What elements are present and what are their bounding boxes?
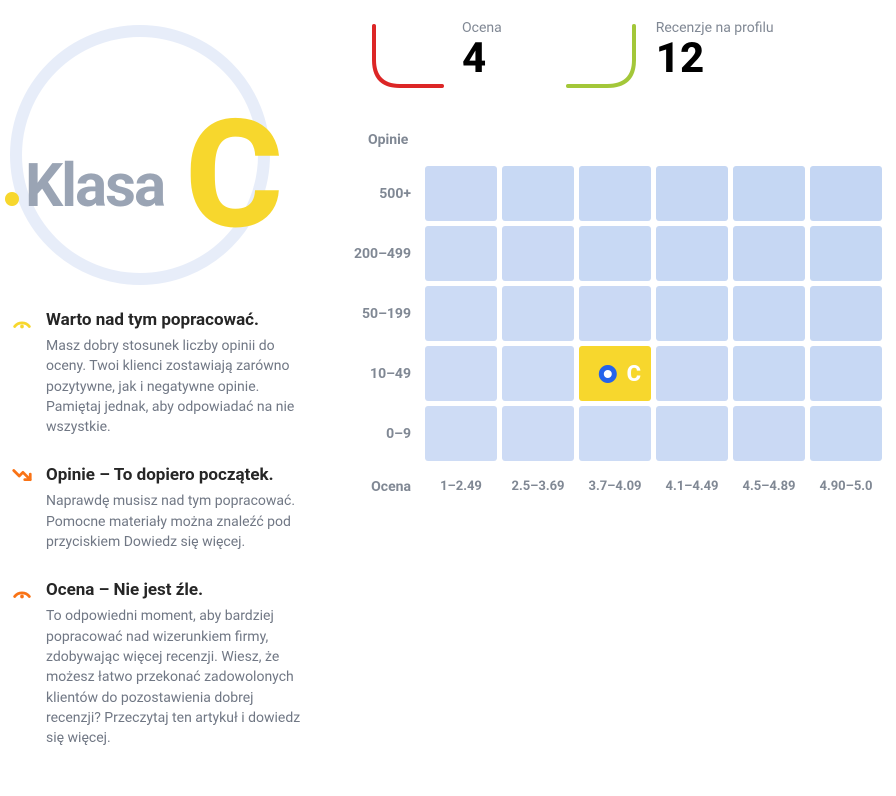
heatmap-cell	[502, 166, 574, 221]
x-label: 2.5–3.69	[502, 479, 574, 495]
x-label: 4.5–4.89	[733, 479, 805, 495]
right-column: Ocena 4 Recenzje na profilu 12 Opinie 50…	[340, 20, 892, 776]
y-labels: 500+200–49950–19910–490–9	[340, 166, 425, 461]
note-body: To odpowiedni moment, aby bardziej popra…	[46, 606, 306, 748]
gauge-icon	[11, 310, 33, 332]
y-axis-title: Opinie	[340, 132, 882, 148]
note-body: Naprawdę musisz nad tym popracować. Pomo…	[46, 491, 306, 552]
heatmap-cell	[733, 346, 805, 401]
x-label: 4.90–5.0	[810, 479, 882, 495]
heatmap-cell	[733, 286, 805, 341]
note-title: Opinie – To dopiero początek.	[46, 465, 320, 485]
heatmap-cell	[425, 286, 497, 341]
klasa-badge: Klasa C	[0, 20, 320, 280]
note-item: Ocena – Nie jest źle. To odpowiedni mome…	[46, 580, 320, 748]
x-label: 1–2.49	[425, 479, 497, 495]
note-title: Warto nad tym popracować.	[46, 310, 320, 330]
x-label: 3.7–4.09	[579, 479, 651, 495]
heatmap-cell	[502, 406, 574, 461]
stat-value: 12	[656, 38, 774, 80]
heatmap-cell	[810, 226, 882, 281]
heatmap-cell	[810, 346, 882, 401]
heatmap-cell	[656, 406, 728, 461]
stat-recenzje: Recenzje na profilu 12	[562, 20, 774, 92]
trend-up-svg	[562, 20, 642, 92]
heatmap-cell: C	[579, 346, 651, 401]
note-body: Masz dobry stosunek liczby opinii do oce…	[46, 336, 306, 437]
heatmap-cell	[810, 406, 882, 461]
y-label: 50–199	[340, 286, 411, 341]
marker-dot	[599, 365, 617, 383]
heatmap-cell	[579, 226, 651, 281]
heatmap-cell	[502, 346, 574, 401]
y-label: 0–9	[340, 406, 411, 461]
gauge-icon	[11, 580, 33, 602]
heatmap-cell	[502, 286, 574, 341]
heatmap-cell	[425, 166, 497, 221]
heatmap-cell	[579, 406, 651, 461]
stat-value: 4	[462, 38, 502, 80]
heatmap-cell	[810, 166, 882, 221]
heatmap-cell	[656, 286, 728, 341]
x-label: 4.1–4.49	[656, 479, 728, 495]
y-label: 10–49	[340, 346, 411, 401]
note-item: Opinie – To dopiero początek. Naprawdę m…	[46, 465, 320, 552]
heatmap-cell	[425, 406, 497, 461]
heatmap-chart: Opinie 500+200–49950–19910–490–9 C Ocena…	[340, 132, 882, 495]
stat-ocena: Ocena 4	[368, 20, 502, 92]
heatmap-cell	[425, 226, 497, 281]
heatmap-cell	[502, 226, 574, 281]
stats-row: Ocena 4 Recenzje na profilu 12	[340, 20, 882, 92]
heatmap-cell	[579, 286, 651, 341]
left-column: Klasa C Warto nad tym popracować. Masz d…	[0, 20, 320, 776]
marker-letter: C	[627, 362, 641, 387]
y-label: 500+	[340, 166, 411, 221]
y-label: 200–499	[340, 226, 411, 281]
heatmap-cell	[579, 166, 651, 221]
x-labels: 1–2.49 2.5–3.69 3.7–4.09 4.1–4.49 4.5–4.89 4.…	[425, 479, 882, 495]
klasa-letter: C	[185, 100, 283, 250]
x-axis-title: Ocena	[340, 479, 425, 495]
trend-down-icon	[11, 465, 33, 487]
heatmap-cell	[733, 226, 805, 281]
heatmap-cell	[656, 166, 728, 221]
heatmap-cell	[733, 406, 805, 461]
heatmap-cell	[656, 346, 728, 401]
heatmap-cell	[733, 166, 805, 221]
heatmap-cell	[656, 226, 728, 281]
badge-dot	[5, 192, 19, 206]
note-item: Warto nad tym popracować. Masz dobry sto…	[46, 310, 320, 437]
heatmap-grid: C	[425, 166, 882, 461]
heatmap-cell	[425, 346, 497, 401]
trend-down-svg	[368, 20, 448, 92]
klasa-label: Klasa	[25, 150, 164, 221]
notes-list: Warto nad tym popracować. Masz dobry sto…	[0, 310, 320, 748]
heatmap-cell	[810, 286, 882, 341]
note-title: Ocena – Nie jest źle.	[46, 580, 320, 600]
